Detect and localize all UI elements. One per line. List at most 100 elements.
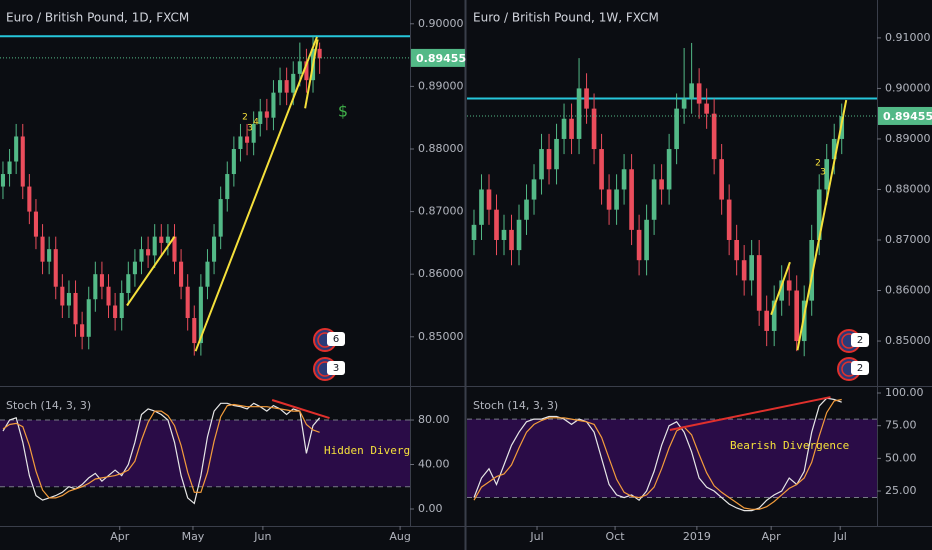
candle-body bbox=[205, 261, 210, 287]
indicator-title: Stoch (14, 3, 3) bbox=[6, 399, 91, 412]
candle-body bbox=[113, 305, 118, 319]
candle-body bbox=[139, 249, 144, 262]
candle-body bbox=[809, 239, 815, 301]
candle-body bbox=[53, 249, 58, 287]
chart-title: Euro / British Pound, 1W, FXCM bbox=[473, 11, 659, 25]
stoch-pane: Hidden Diverge bbox=[0, 399, 417, 505]
divergence-note: Bearish Divergence bbox=[730, 439, 849, 452]
y-tick-label: 0.88000 bbox=[418, 142, 464, 155]
candle-body bbox=[73, 292, 78, 325]
candle-body bbox=[33, 211, 38, 237]
candle-body bbox=[225, 174, 230, 200]
candle-body bbox=[696, 83, 702, 104]
stoch-pane: Bearish Divergence bbox=[467, 396, 877, 512]
candle-body bbox=[674, 108, 679, 150]
x-tick-label: Jul bbox=[833, 530, 847, 543]
candle-body bbox=[831, 138, 837, 160]
annotation: 4 bbox=[253, 118, 259, 128]
candle-body bbox=[126, 274, 131, 293]
stoch-line bbox=[2, 402, 321, 505]
y-tick-label: 25.00 bbox=[885, 484, 917, 497]
candle-body bbox=[218, 199, 223, 237]
candle-body bbox=[516, 219, 522, 251]
candle-body bbox=[779, 280, 785, 301]
y-tick-label: 100.00 bbox=[885, 386, 924, 399]
event-badge-count: 2 bbox=[857, 363, 863, 374]
event-badge-box bbox=[851, 333, 869, 347]
candle-body bbox=[40, 236, 45, 262]
stoch-band bbox=[467, 419, 877, 498]
candle-body bbox=[741, 260, 747, 281]
y-tick-label: 0.90000 bbox=[885, 81, 931, 94]
indicator-title: Stoch (14, 3, 3) bbox=[473, 399, 558, 412]
candle-body bbox=[284, 80, 289, 93]
candle-body bbox=[317, 48, 322, 59]
candle-body bbox=[165, 236, 170, 243]
candle-body bbox=[786, 280, 792, 291]
candle-body bbox=[7, 161, 12, 175]
candle-body bbox=[27, 186, 32, 212]
candle-body bbox=[86, 299, 91, 337]
y-tick-label: 0.89000 bbox=[885, 132, 931, 145]
y-tick-label: 50.00 bbox=[885, 451, 917, 464]
candle-body bbox=[644, 219, 649, 261]
candle-body bbox=[264, 111, 269, 118]
candle-body bbox=[621, 169, 627, 190]
candle-body bbox=[554, 138, 559, 170]
trend-line bbox=[796, 99, 848, 351]
candle-body bbox=[569, 118, 574, 139]
candle-body bbox=[119, 292, 124, 319]
candle-body bbox=[659, 179, 664, 190]
annotation: $ bbox=[338, 102, 348, 121]
trend-line bbox=[304, 39, 319, 109]
candle-body bbox=[20, 136, 25, 187]
candle-body bbox=[531, 179, 537, 200]
price-pane bbox=[0, 35, 410, 356]
divergence-line bbox=[271, 399, 330, 419]
x-tick-label: Jul bbox=[529, 530, 543, 543]
y-tick-label: 0.85000 bbox=[418, 330, 464, 343]
event-badge-count: 2 bbox=[857, 335, 863, 346]
y-tick-label: 75.00 bbox=[885, 419, 917, 432]
y-tick-label: 0.88000 bbox=[885, 182, 931, 195]
candle-body bbox=[80, 324, 85, 337]
divergence-note: Hidden Diverge bbox=[324, 444, 417, 457]
event-badge-box bbox=[327, 332, 345, 346]
annotation: 3 bbox=[820, 168, 826, 178]
candle-body bbox=[146, 249, 151, 256]
x-tick-label: 2019 bbox=[683, 530, 711, 543]
candle-body bbox=[824, 159, 830, 190]
candle-body bbox=[179, 261, 184, 287]
candle-body bbox=[60, 286, 65, 306]
candle-body bbox=[816, 189, 822, 240]
trend-line bbox=[194, 36, 318, 352]
candle-body bbox=[636, 229, 642, 261]
candle-body bbox=[666, 149, 672, 190]
price-label-box bbox=[878, 106, 932, 125]
candle-body bbox=[704, 103, 709, 114]
y-tick-label: 0.91000 bbox=[885, 31, 931, 44]
stoch-line bbox=[473, 398, 842, 510]
candle-body bbox=[546, 149, 552, 170]
annotation: 2 bbox=[815, 159, 821, 169]
candle-body bbox=[192, 318, 197, 344]
y-tick-label: 0.87000 bbox=[418, 205, 464, 218]
stoch-line bbox=[473, 397, 842, 512]
event-badge-box bbox=[851, 361, 869, 375]
annotation: 2 bbox=[242, 113, 248, 123]
candle-body bbox=[198, 286, 203, 344]
y-tick-label: 0.89000 bbox=[418, 79, 464, 92]
y-tick-label: 0.85000 bbox=[885, 334, 931, 347]
candle-body bbox=[711, 113, 717, 160]
candle-body bbox=[629, 169, 634, 230]
candle-body bbox=[0, 174, 6, 187]
candle-body bbox=[106, 286, 111, 306]
candle-body bbox=[159, 236, 164, 243]
y-tick-label: 0.00 bbox=[418, 502, 443, 515]
x-tick-label: Apr bbox=[762, 530, 782, 543]
candle-body bbox=[584, 88, 589, 109]
candle-body bbox=[231, 148, 236, 175]
candle-body bbox=[152, 236, 157, 256]
candle-body bbox=[681, 98, 687, 109]
candle-body bbox=[561, 118, 567, 139]
